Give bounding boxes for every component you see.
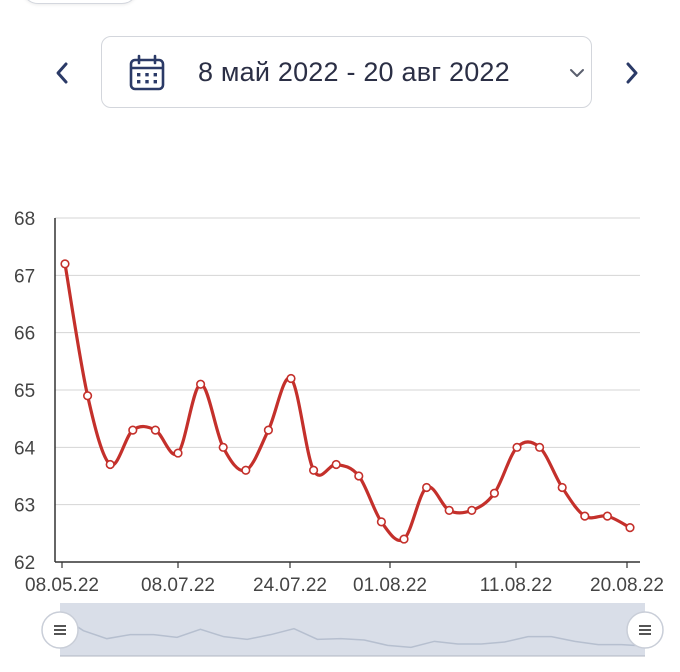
data-point (241, 465, 251, 475)
range-navigator (41, 603, 664, 657)
data-point (467, 505, 477, 516)
chart-series (60, 259, 635, 544)
data-point (399, 534, 409, 544)
calendar-icon (129, 54, 165, 91)
data-point (580, 511, 590, 521)
data-point (625, 523, 635, 533)
data-point (534, 442, 545, 452)
navigator-handle-right[interactable] (626, 611, 664, 649)
data-point (263, 425, 274, 435)
data-point (150, 425, 160, 435)
y-tick-label: 63 (14, 496, 35, 517)
data-point (557, 482, 567, 493)
chart-grid (55, 217, 640, 563)
data-point (309, 465, 319, 475)
x-tick-label: 08.07.22 (141, 575, 215, 596)
data-point (444, 505, 454, 516)
data-point (196, 379, 206, 389)
y-axis-ticks: 62 63 64 65 66 67 68 (14, 209, 36, 574)
series-line (63, 263, 631, 543)
x-tick-label: 01.08.22 (353, 575, 427, 596)
x-tick-label: 08.05.22 (25, 575, 99, 596)
x-tick-label: 11.08.22 (480, 575, 553, 596)
data-point (422, 482, 432, 493)
data-point (286, 373, 296, 384)
data-point (60, 259, 70, 269)
chevron-down-icon (570, 69, 584, 77)
data-point (105, 459, 115, 470)
date-range-picker[interactable]: 8 май 2022 - 20 авг 2022 (101, 36, 592, 108)
data-point (82, 391, 93, 401)
data-point (128, 425, 138, 435)
x-tick-label: 24.07.22 (253, 575, 327, 596)
data-point (173, 448, 183, 458)
data-point (602, 511, 613, 521)
data-point (489, 488, 500, 498)
data-point (354, 471, 364, 481)
next-period-button[interactable] (618, 56, 646, 90)
navigator-line (59, 614, 646, 649)
y-tick-label: 65 (14, 381, 35, 402)
date-range-text: 8 май 2022 - 20 авг 2022 (198, 57, 510, 87)
data-point (218, 442, 228, 452)
data-point (376, 517, 387, 527)
data-point (331, 459, 341, 470)
y-tick-label: 68 (14, 209, 35, 230)
x-tick-label: 20.08.22 (590, 575, 664, 596)
prev-period-button[interactable] (48, 56, 76, 90)
data-point (512, 442, 522, 452)
navigator-background (60, 603, 645, 656)
x-axis: 08.05.22 08.07.22 24.07.22 01.08.22 11.08.22… (25, 218, 664, 596)
y-tick-label: 67 (14, 266, 35, 287)
navigator-handle-left[interactable] (41, 611, 79, 649)
y-tick-label: 62 (14, 553, 35, 574)
chevron-left-icon (56, 62, 68, 84)
top-pill-button[interactable] (22, 0, 138, 4)
y-tick-label: 66 (14, 324, 35, 345)
chevron-right-icon (626, 62, 638, 84)
y-tick-label: 64 (14, 438, 36, 459)
